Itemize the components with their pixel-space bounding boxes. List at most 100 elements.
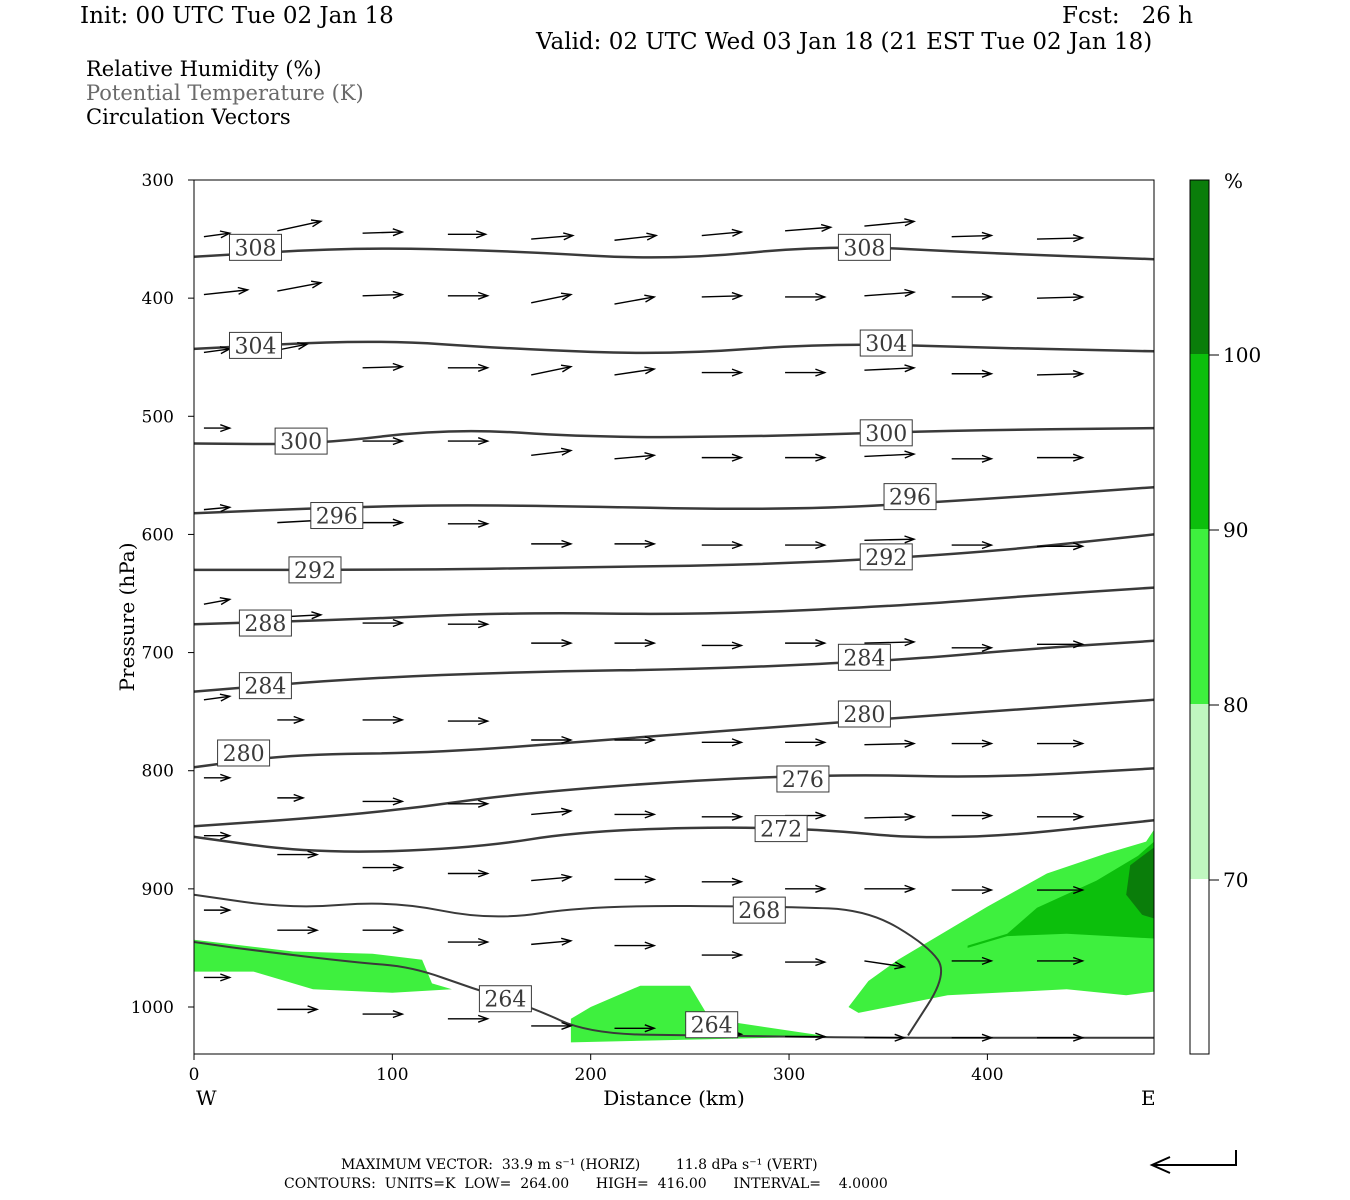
circulation-vector-24 (362, 362, 405, 372)
contour-label-text: 264 (484, 988, 526, 1013)
vector-shaft (864, 641, 915, 644)
vector-head (477, 869, 490, 878)
contour-label-box (478, 985, 532, 1013)
x-tick-label-200: 200 (574, 1065, 606, 1085)
rh-region-80-0 (194, 939, 452, 993)
vector-head (644, 735, 657, 745)
vector-head (644, 810, 657, 819)
contour-label-box (310, 502, 364, 530)
circulation-vector-88 (277, 850, 320, 859)
vector-head (1072, 369, 1085, 379)
circulation-vector-67 (362, 715, 405, 724)
circulation-vector-110 (277, 1005, 320, 1014)
vector-head (820, 223, 833, 233)
circulation-vector-5 (614, 232, 659, 241)
circulation-vector-109 (203, 973, 232, 982)
circulation-vector-105 (785, 958, 827, 967)
vector-head (477, 437, 490, 446)
contour-label-box (288, 556, 342, 584)
y-tick-label-400: 400 (142, 289, 174, 309)
vector-head (815, 540, 827, 550)
circulation-vector-31 (951, 369, 994, 378)
circulation-vector-52 (951, 540, 994, 550)
vector-head (1072, 1033, 1085, 1042)
vector-shaft (362, 231, 403, 234)
vector-head (560, 447, 573, 456)
vector-head (731, 228, 744, 237)
circulation-vector-1 (277, 219, 323, 232)
vector-head (981, 540, 994, 550)
circulation-vector-119 (1036, 1033, 1085, 1042)
contour-label-280-1: 280 (837, 700, 891, 728)
contour-label-box (238, 672, 292, 700)
theta-contour-layer (193, 246, 1155, 1039)
vector-shaft (701, 231, 742, 237)
x-tick-label-300: 300 (773, 1065, 805, 1085)
circulation-vector-102 (531, 937, 573, 946)
circulation-vector-16 (614, 294, 657, 305)
circulation-vector-20 (951, 292, 994, 302)
contour-label-box (238, 609, 292, 637)
vector-head (220, 424, 232, 433)
vector-head (392, 362, 405, 372)
contour-label-text: 264 (691, 1014, 733, 1039)
vector-shaft (614, 296, 655, 305)
rh-region-90-3 (967, 841, 1154, 948)
vector-head (1072, 885, 1085, 895)
vector-head (894, 1033, 907, 1042)
contour-label-text: 288 (244, 612, 286, 637)
vector-shaft (277, 282, 322, 292)
vector-head (392, 290, 405, 299)
plot-frame (193, 179, 1155, 1055)
vector-shaft (864, 453, 915, 458)
vector-head (220, 831, 232, 840)
vector-head (981, 231, 994, 240)
vector-head (1072, 956, 1085, 966)
vector-head (1072, 812, 1085, 821)
circulation-vector-79 (447, 799, 490, 808)
vector-head (904, 450, 917, 459)
vector-head (981, 956, 994, 966)
contour-label-296-1: 296 (883, 483, 937, 511)
vector-head (904, 739, 917, 748)
circulation-vector-103 (614, 941, 657, 950)
circulation-vector-89 (362, 863, 405, 872)
vector-head (904, 218, 917, 227)
vector-head (644, 639, 657, 648)
vector-head (904, 812, 917, 822)
vector-head (219, 230, 232, 239)
circulation-vector-56 (362, 618, 405, 628)
vector-shaft (785, 226, 831, 232)
colorbar-frame (1189, 179, 1210, 1055)
vector-shaft (277, 343, 308, 351)
circulation-vector-49 (701, 540, 744, 550)
contour-label-box (228, 233, 282, 261)
vector-head (220, 906, 232, 915)
contour-label-264-1: 264 (685, 1011, 739, 1039)
contour-label-text: 292 (294, 559, 336, 584)
vector-head (815, 368, 827, 377)
vector-head (311, 611, 323, 620)
vector-head (815, 884, 827, 893)
vector-head (981, 292, 994, 302)
vector-head (392, 618, 405, 628)
colorbar-unit: % (1224, 169, 1243, 193)
y-tick-label-700: 700 (142, 644, 174, 664)
circulation-vector-19 (864, 288, 917, 297)
contour-label-text: 272 (760, 818, 802, 843)
x-tick-label-100: 100 (376, 1065, 408, 1085)
contour-label-box (883, 483, 937, 511)
circulation-vector-59 (614, 639, 657, 648)
circulation-vector-32 (1036, 369, 1085, 379)
contour-label-text: 280 (843, 703, 885, 728)
circulation-vector-90 (447, 869, 490, 878)
circulation-vector-82 (701, 812, 744, 821)
contour-label-264-0: 264 (478, 985, 532, 1013)
vector-shaft (1036, 373, 1083, 376)
vector-shaft (864, 538, 915, 542)
vector-head (561, 807, 573, 816)
vector-head (561, 1021, 573, 1030)
circulation-vector-37 (614, 452, 657, 461)
vector-head (904, 535, 917, 544)
vector-head (731, 453, 744, 462)
